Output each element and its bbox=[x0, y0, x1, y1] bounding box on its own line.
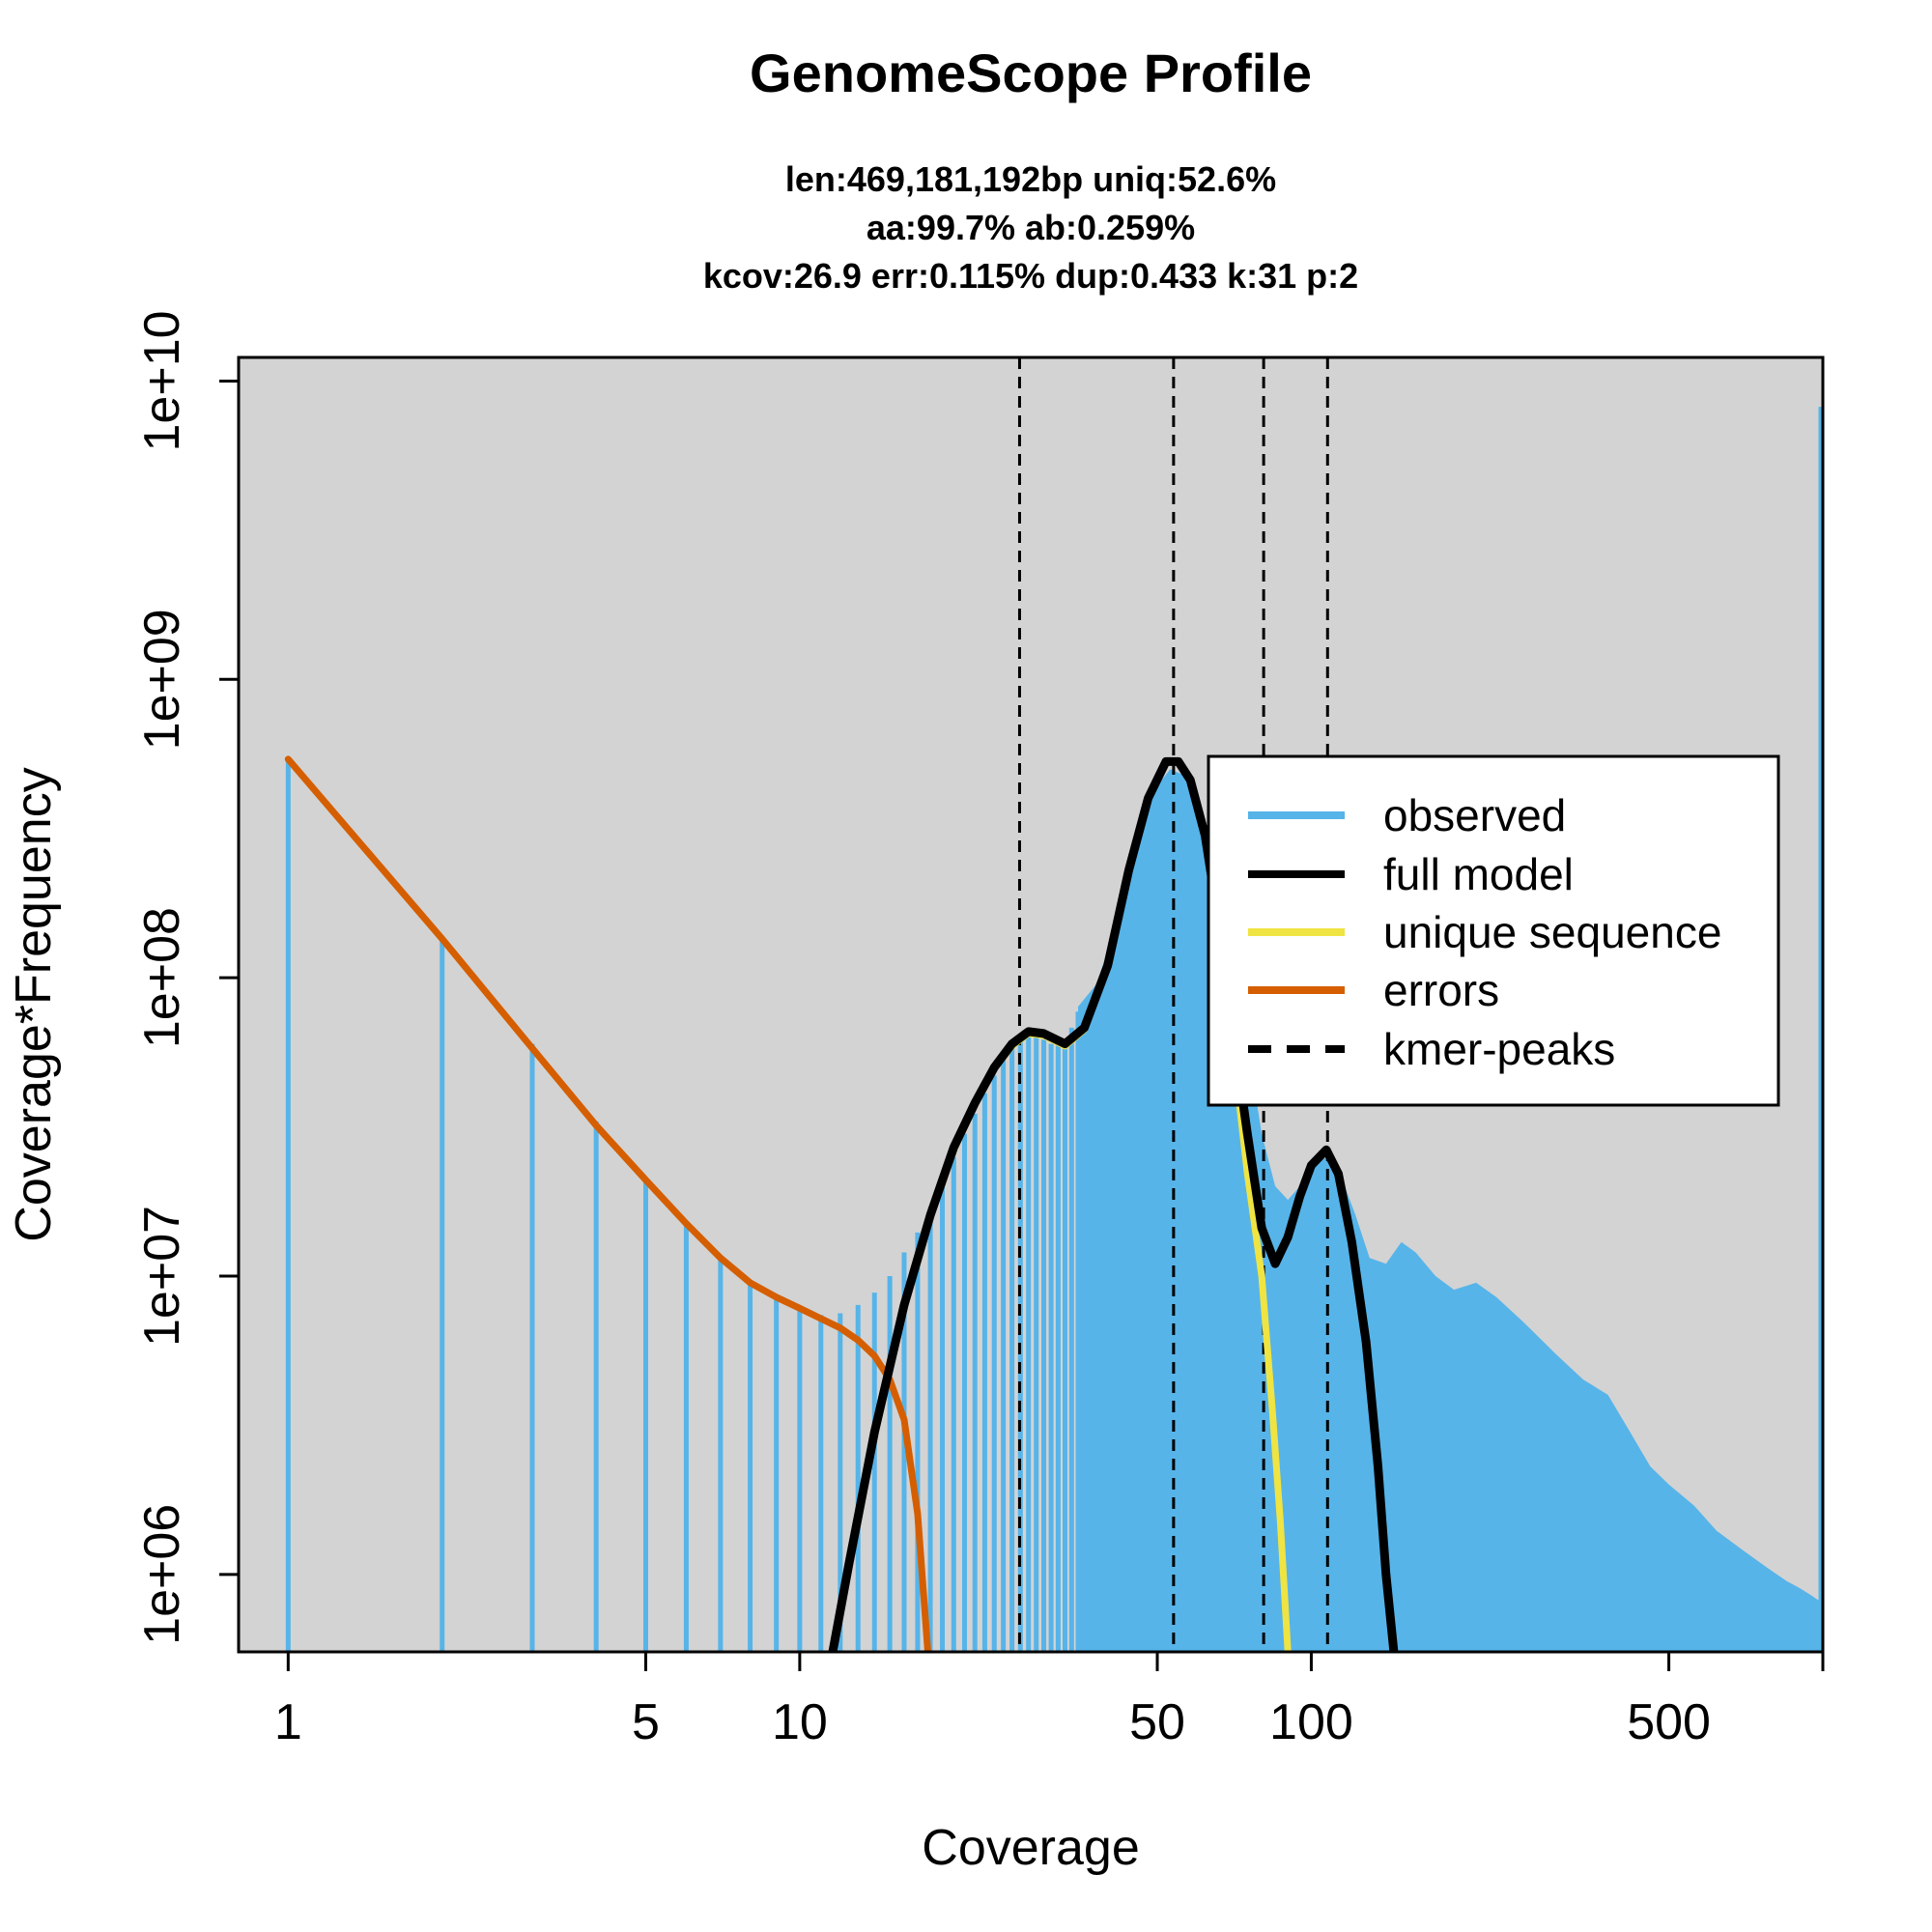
x-tick-label-0: 1 bbox=[274, 1694, 302, 1750]
legend: observed full model unique sequence erro… bbox=[1207, 754, 1780, 1107]
x-axis-label: Coverage bbox=[922, 1820, 1139, 1876]
series-line-errors bbox=[284, 755, 931, 1652]
legend-label-kmer-peaks: kmer-peaks bbox=[1383, 1024, 1615, 1074]
chart-subtitle-line-3: kcov:26.9 err:0.115% dup:0.433 k:31 p:2 bbox=[703, 256, 1358, 296]
chart-subtitle-line-1: len:469,181,192bp uniq:52.6% bbox=[785, 159, 1276, 199]
y-tick-label-2: 1e+08 bbox=[134, 907, 190, 1048]
legend-label-errors: errors bbox=[1383, 965, 1499, 1015]
x-tick-label-4: 100 bbox=[1269, 1694, 1353, 1750]
x-tick-label-1: 5 bbox=[632, 1694, 660, 1750]
plot-area bbox=[284, 357, 1823, 1652]
x-tick-label-3: 50 bbox=[1129, 1694, 1185, 1750]
x-tick-label-5: 500 bbox=[1627, 1694, 1711, 1750]
y-tick-label-1: 1e+07 bbox=[134, 1206, 190, 1347]
y-tick-label-0: 1e+06 bbox=[134, 1504, 190, 1645]
x-tick-label-2: 10 bbox=[772, 1694, 828, 1750]
legend-label-observed: observed bbox=[1383, 790, 1566, 840]
y-tick-label-3: 1e+09 bbox=[134, 609, 190, 750]
chart-title: GenomeScope Profile bbox=[750, 43, 1312, 103]
y-axis-label: Coverage*Frequency bbox=[6, 767, 62, 1241]
series-line-full-model bbox=[828, 756, 1399, 1652]
legend-label-unique-sequence: unique sequence bbox=[1383, 907, 1721, 957]
y-tick-label-4: 1e+10 bbox=[134, 310, 190, 451]
legend-label-full-model: full model bbox=[1383, 849, 1574, 899]
chart-subtitle-line-2: aa:99.7% ab:0.259% bbox=[867, 208, 1195, 247]
axes: 1 5 10 50 100 500 1e+06 1e+07 1e+08 1e+09 1e+10 bbox=[134, 310, 1825, 1750]
